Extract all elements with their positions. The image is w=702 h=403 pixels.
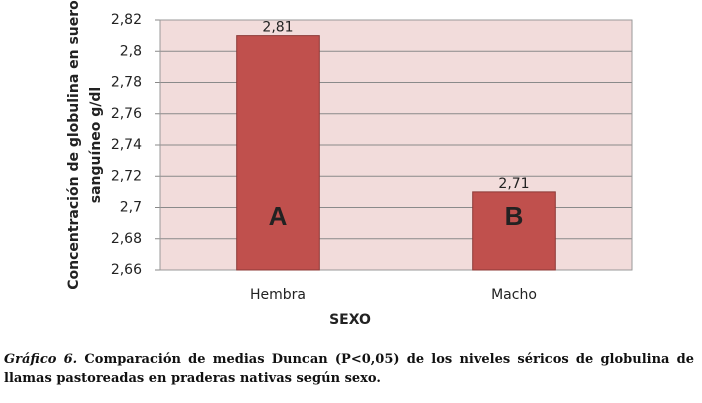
value-label: 2,71 (498, 176, 529, 192)
caption: Gráfico 6. Comparación de medias Duncan … (4, 350, 694, 388)
y-tick-label: 2,78 (111, 75, 142, 91)
x-axis-title: SEXO (329, 312, 371, 328)
bar (236, 35, 320, 271)
y-axis-title: Concentración de globulina en suero sang… (66, 0, 104, 290)
caption-label: Gráfico 6. (4, 352, 78, 367)
y-tick-label: 2,7 (120, 200, 142, 216)
y-tick-label: 2,82 (111, 12, 142, 28)
x-tick-label: Hembra (250, 287, 306, 303)
y-tick-label: 2,8 (120, 43, 142, 59)
y-tick-label: 2,66 (111, 262, 142, 278)
bar (472, 191, 556, 271)
y-tick-label: 2,72 (111, 168, 142, 184)
caption-text: Comparación de medias Duncan (P<0,05) de… (4, 352, 695, 386)
bar-letter: B (505, 201, 524, 231)
y-tick-label: 2,74 (111, 137, 142, 153)
y-axis-title-line: Concentración de globulina en suero (66, 0, 82, 290)
y-axis-title-line: sanguíneo g/dl (88, 87, 104, 203)
y-tick-label: 2,68 (111, 231, 142, 247)
value-label: 2,81 (262, 20, 293, 36)
y-tick-label: 2,76 (111, 106, 142, 122)
plot-border (159, 19, 633, 271)
bar-letter: A (269, 201, 288, 231)
chart: SEXO Concentración de globulina en suero… (66, 0, 633, 328)
x-tick-label: Macho (491, 287, 537, 303)
